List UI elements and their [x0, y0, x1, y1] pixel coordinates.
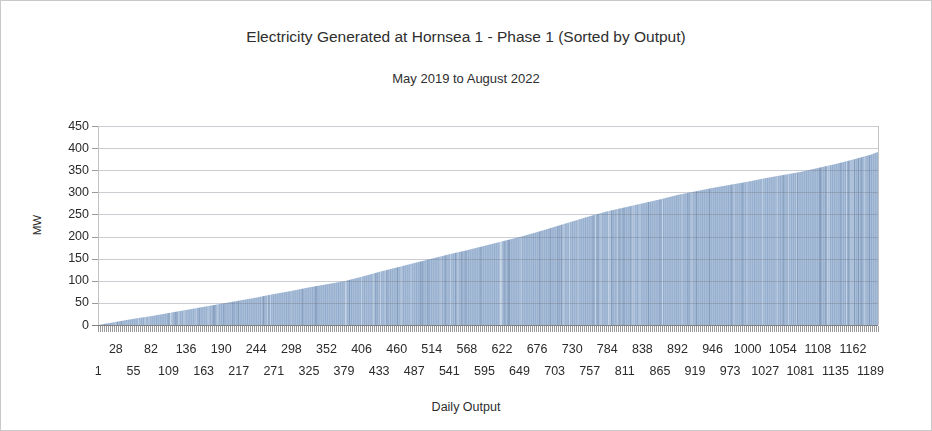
chart-title: Electricity Generated at Hornsea 1 - Pha… [1, 28, 931, 46]
chart-frame: Electricity Generated at Hornsea 1 - Pha… [0, 0, 932, 431]
y-tick-label: 100 [39, 273, 89, 288]
x-tick-label: 1189 [849, 364, 893, 378]
y-tick-label: 400 [39, 141, 89, 156]
y-tick-label: 150 [39, 251, 89, 266]
y-tick-label: 450 [39, 119, 89, 134]
x-axis-title: Daily Output [1, 400, 931, 414]
y-tick-label: 0 [39, 318, 89, 333]
y-tick-label: 300 [39, 185, 89, 200]
plot-area-canvas [86, 119, 886, 335]
y-tick-label: 350 [39, 163, 89, 178]
x-tick-label: 1162 [831, 342, 875, 356]
y-tick-label: 200 [39, 229, 89, 244]
y-tick-label: 50 [39, 295, 89, 310]
y-tick-label: 250 [39, 207, 89, 222]
chart-subtitle: May 2019 to August 2022 [1, 71, 931, 86]
